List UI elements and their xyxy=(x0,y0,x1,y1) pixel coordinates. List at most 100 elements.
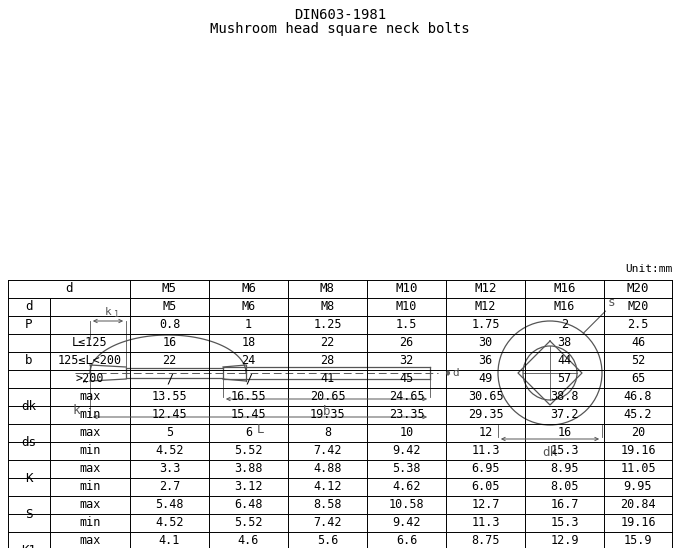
Text: 45: 45 xyxy=(399,373,413,385)
Text: 15.3: 15.3 xyxy=(550,444,579,458)
Text: d: d xyxy=(452,368,459,378)
Text: ds: ds xyxy=(22,436,37,448)
Text: 0.8: 0.8 xyxy=(159,318,180,332)
Text: 11.3: 11.3 xyxy=(471,444,500,458)
Text: 36: 36 xyxy=(478,355,492,368)
Text: min: min xyxy=(80,444,101,458)
Text: 19.16: 19.16 xyxy=(620,517,656,529)
Text: dk: dk xyxy=(543,446,558,459)
Text: >200: >200 xyxy=(75,373,104,385)
Text: 16.7: 16.7 xyxy=(550,499,579,511)
Text: 26: 26 xyxy=(399,336,413,350)
Text: max: max xyxy=(80,534,101,547)
Text: 1.75: 1.75 xyxy=(471,318,500,332)
Text: 9.42: 9.42 xyxy=(392,517,421,529)
Text: 8.75: 8.75 xyxy=(471,534,500,547)
Text: 3.12: 3.12 xyxy=(234,481,262,494)
Text: 6: 6 xyxy=(245,426,252,439)
Text: max: max xyxy=(80,391,101,403)
Text: L≤125: L≤125 xyxy=(72,336,108,350)
Text: 12: 12 xyxy=(478,426,492,439)
Text: M10: M10 xyxy=(396,300,418,313)
Text: 16: 16 xyxy=(558,426,572,439)
Text: 9.95: 9.95 xyxy=(624,481,652,494)
Text: k: k xyxy=(105,307,112,317)
Text: Mushroom head square neck bolts: Mushroom head square neck bolts xyxy=(210,22,470,36)
Text: 30: 30 xyxy=(478,336,492,350)
Text: 8: 8 xyxy=(324,426,331,439)
Text: 8.05: 8.05 xyxy=(550,481,579,494)
Text: 12.9: 12.9 xyxy=(550,534,579,547)
Text: 4.62: 4.62 xyxy=(392,481,421,494)
Text: M20: M20 xyxy=(628,300,649,313)
Text: 10.58: 10.58 xyxy=(389,499,424,511)
Text: 11.05: 11.05 xyxy=(620,463,656,476)
Text: 9.42: 9.42 xyxy=(392,444,421,458)
Text: 5.52: 5.52 xyxy=(234,444,262,458)
Text: 46.8: 46.8 xyxy=(624,391,652,403)
Text: dk: dk xyxy=(22,399,37,413)
Text: min: min xyxy=(80,517,101,529)
Text: 7.42: 7.42 xyxy=(313,444,342,458)
Text: K: K xyxy=(25,471,33,484)
Text: 4.12: 4.12 xyxy=(313,481,342,494)
Text: 57: 57 xyxy=(558,373,572,385)
Text: 5: 5 xyxy=(166,426,173,439)
Text: 2.5: 2.5 xyxy=(628,318,649,332)
Text: 20.65: 20.65 xyxy=(309,391,345,403)
Text: 19.16: 19.16 xyxy=(620,444,656,458)
Text: max: max xyxy=(80,463,101,476)
Text: /: / xyxy=(166,373,173,385)
Text: 20.84: 20.84 xyxy=(620,499,656,511)
Text: 19.35: 19.35 xyxy=(309,408,345,421)
Text: M16: M16 xyxy=(554,283,576,295)
Text: 1: 1 xyxy=(245,318,252,332)
Text: k: k xyxy=(72,404,80,418)
Text: 4.88: 4.88 xyxy=(313,463,342,476)
Text: d: d xyxy=(65,283,73,295)
Text: 44: 44 xyxy=(558,355,572,368)
Text: 38.8: 38.8 xyxy=(550,391,579,403)
Text: 8.58: 8.58 xyxy=(313,499,342,511)
Text: 30.65: 30.65 xyxy=(468,391,503,403)
Text: 1: 1 xyxy=(114,310,119,319)
Text: M6: M6 xyxy=(241,300,256,313)
Text: 24.65: 24.65 xyxy=(389,391,424,403)
Text: K1: K1 xyxy=(22,544,37,548)
Text: 15.3: 15.3 xyxy=(550,517,579,529)
Text: M6: M6 xyxy=(241,283,256,295)
Text: 38: 38 xyxy=(558,336,572,350)
Text: 22: 22 xyxy=(163,355,177,368)
Text: 8.95: 8.95 xyxy=(550,463,579,476)
Text: M5: M5 xyxy=(163,300,177,313)
Text: 18: 18 xyxy=(241,336,256,350)
Text: 5.6: 5.6 xyxy=(317,534,338,547)
Text: 49: 49 xyxy=(478,373,492,385)
Text: 32: 32 xyxy=(399,355,413,368)
Text: s: s xyxy=(607,296,615,309)
Text: 125≤L<200: 125≤L<200 xyxy=(58,355,122,368)
Text: 1.5: 1.5 xyxy=(396,318,418,332)
Text: 46: 46 xyxy=(631,336,645,350)
Text: 20: 20 xyxy=(631,426,645,439)
Text: M5: M5 xyxy=(162,283,177,295)
Text: 4.6: 4.6 xyxy=(238,534,259,547)
Text: DIN603-1981: DIN603-1981 xyxy=(294,8,386,22)
Text: 5.38: 5.38 xyxy=(392,463,421,476)
Text: d: d xyxy=(25,300,33,313)
Text: 52: 52 xyxy=(631,355,645,368)
Text: 10: 10 xyxy=(399,426,413,439)
Text: 41: 41 xyxy=(320,373,335,385)
Text: 12.45: 12.45 xyxy=(152,408,187,421)
Text: M8: M8 xyxy=(320,300,335,313)
Text: 1.25: 1.25 xyxy=(313,318,342,332)
Text: 28: 28 xyxy=(320,355,335,368)
Text: M10: M10 xyxy=(395,283,418,295)
Text: M12: M12 xyxy=(474,283,497,295)
Text: /: / xyxy=(245,373,252,385)
Text: 16.55: 16.55 xyxy=(231,391,267,403)
Text: b: b xyxy=(323,405,330,418)
Text: 15.45: 15.45 xyxy=(231,408,267,421)
Text: max: max xyxy=(80,499,101,511)
Text: Unit:mm: Unit:mm xyxy=(625,264,672,274)
